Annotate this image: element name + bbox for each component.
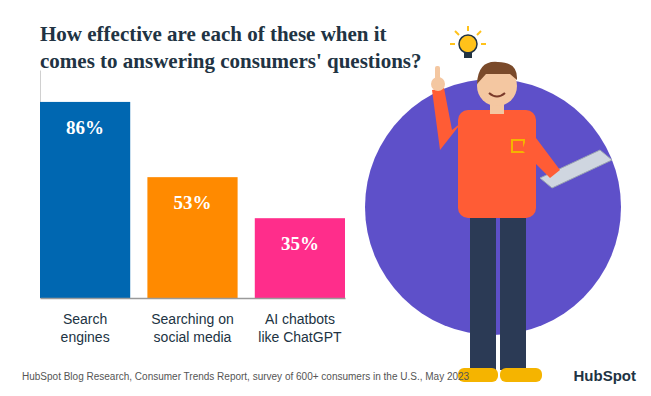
bulb bbox=[459, 35, 477, 53]
x-tick: Searching onsocial media bbox=[151, 311, 234, 345]
bulb-ray bbox=[455, 31, 459, 35]
source: HubSpot Blog Research, Consumer Trends R… bbox=[22, 371, 470, 382]
bulb-ray bbox=[467, 26, 469, 31]
data-labels: 86% 53% 35% bbox=[66, 117, 319, 254]
bars bbox=[40, 102, 345, 298]
logo: HubSpot bbox=[574, 367, 636, 384]
leg bbox=[470, 210, 496, 370]
title: How effective are each of these when itc… bbox=[40, 22, 422, 73]
x-tick-label: Searching onsocial media bbox=[151, 311, 234, 345]
shoe bbox=[500, 368, 542, 382]
smile bbox=[489, 93, 505, 97]
data-label: 86% bbox=[66, 117, 104, 138]
chart: How effective are each of these when itc… bbox=[0, 0, 651, 396]
x-axis: Searchengines Searching onsocial media AI … bbox=[41, 299, 346, 346]
bulb-base bbox=[464, 52, 472, 58]
bulb-ray bbox=[477, 31, 481, 35]
data-label: 35% bbox=[281, 233, 319, 254]
bar bbox=[255, 218, 345, 298]
arm bbox=[432, 88, 462, 150]
hair bbox=[477, 62, 517, 84]
bulb-ray bbox=[481, 43, 486, 45]
bar bbox=[40, 102, 130, 298]
torso bbox=[458, 110, 536, 218]
illustration bbox=[365, 26, 621, 382]
x-tick-label: AI chatbotslike ChatGPT bbox=[258, 311, 342, 345]
data-label: 53% bbox=[174, 192, 212, 213]
x-axis-line bbox=[41, 298, 346, 300]
arm bbox=[522, 130, 560, 178]
finger bbox=[435, 66, 440, 80]
x-tick: AI chatbotslike ChatGPT bbox=[258, 311, 342, 345]
x-tick-label: Searchengines bbox=[61, 311, 110, 345]
bar bbox=[147, 177, 237, 298]
bulb-ray bbox=[450, 43, 455, 45]
leg bbox=[500, 210, 526, 370]
x-tick: Searchengines bbox=[61, 311, 110, 345]
